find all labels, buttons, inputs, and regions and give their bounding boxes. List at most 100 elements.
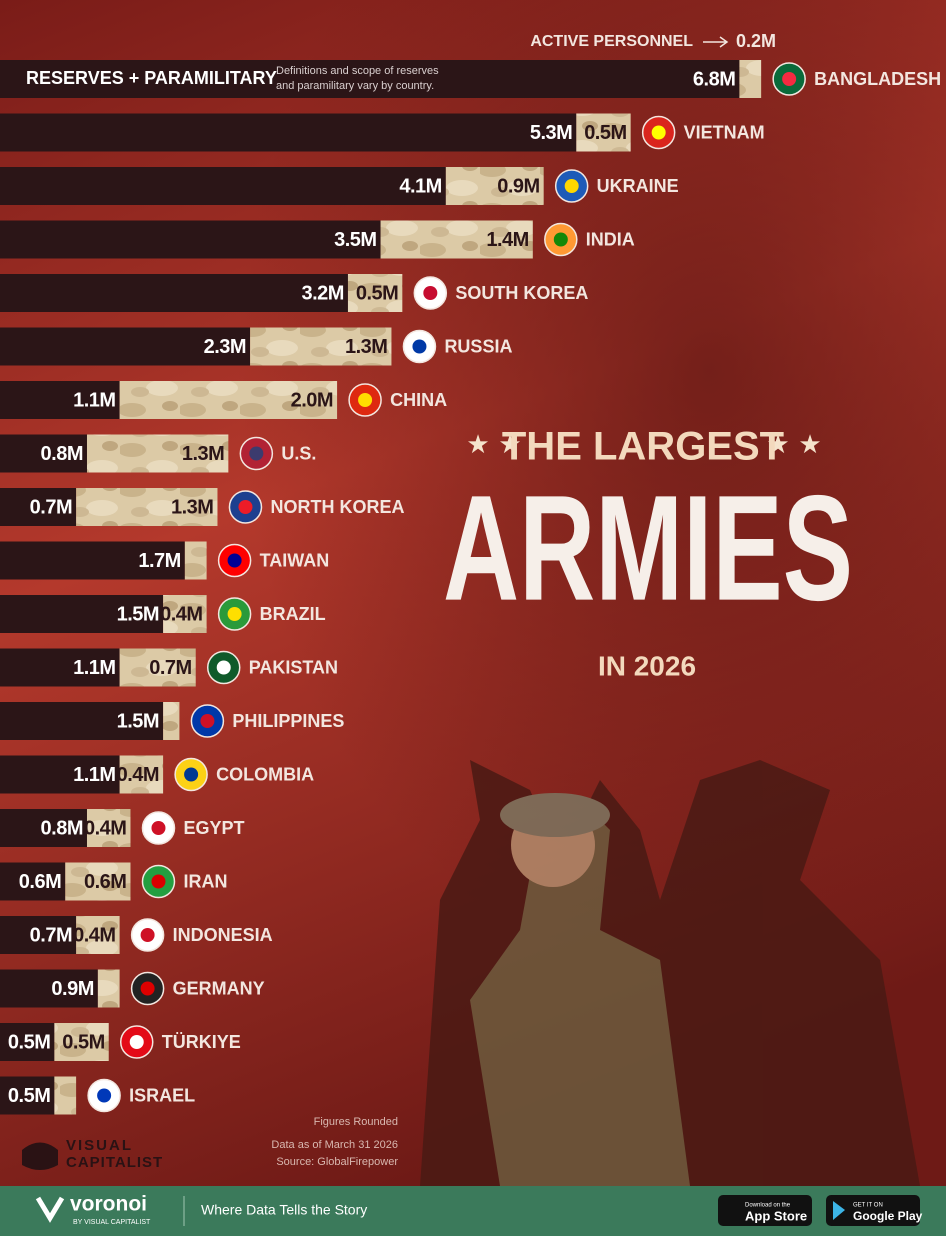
bar-segment (0, 809, 87, 847)
note: Definitions and scope of reserves (276, 65, 439, 77)
bar-segment (119, 648, 196, 687)
svg-text:★: ★ (766, 429, 789, 459)
value-label: 0.4M (73, 924, 115, 946)
bar-segment (250, 327, 392, 366)
bar-segment (97, 969, 120, 1008)
bar-segment (163, 595, 207, 633)
bar-segment (0, 381, 120, 419)
flag-emblem (151, 874, 166, 889)
bar-segment (0, 969, 98, 1008)
country-label: ISRAEL (129, 1085, 195, 1105)
flag-emblem (358, 393, 373, 407)
country-label: BRAZIL (260, 604, 326, 624)
footnote: Source: GlobalFirepower (276, 1156, 398, 1168)
google-play-icon (833, 1201, 845, 1220)
flag-emblem (151, 821, 166, 835)
country-label: PHILIPPINES (232, 711, 344, 731)
flag-emblem (412, 339, 427, 354)
bar-segment (65, 862, 131, 901)
flag-emblem (129, 1035, 144, 1049)
country-label: VIETNAM (684, 122, 765, 142)
country-label: INDIA (586, 229, 635, 249)
bar-segment (0, 595, 164, 633)
country-label: TÜRKIYE (162, 1032, 241, 1052)
country-label: NORTH KOREA (270, 497, 404, 517)
bar-segment (54, 1023, 109, 1061)
flag-emblem (140, 981, 155, 996)
value-label: 0.8M (41, 443, 83, 465)
value-label: 0.6M (19, 871, 61, 893)
title-main: ARMIES (443, 464, 853, 632)
app-store-button[interactable] (718, 1195, 812, 1226)
flag-emblem (97, 1088, 112, 1103)
publisher: VISUAL (66, 1137, 133, 1154)
bar-segment (0, 755, 120, 794)
flag-emblem (216, 660, 231, 675)
flag-emblem (238, 500, 253, 514)
legend-arrow (703, 36, 729, 48)
bars: 6.8M BANGLADESH 5.3M 0.5M VIETNAM 4.1M 0.9M UKR… (0, 60, 941, 1115)
bar-segment (0, 1023, 55, 1061)
country-label: UKRAINE (597, 176, 679, 196)
value-label: 0.6M (84, 871, 126, 893)
svg-text:★: ★ (798, 429, 821, 459)
value-label: 1.5M (117, 603, 159, 625)
value-label: 0.8M (41, 817, 83, 839)
flag-emblem (227, 607, 242, 621)
value-label: 2.3M (204, 336, 246, 358)
value-label: 1.1M (73, 657, 115, 679)
bar-segment (0, 167, 446, 205)
country-label: INDONESIA (173, 925, 273, 945)
flag-emblem (651, 125, 666, 140)
value-label: 1.5M (117, 710, 159, 732)
app-store-label: App Store (745, 1208, 807, 1223)
value-label: 0.9M (51, 978, 93, 1000)
value-label: 5.3M (530, 122, 572, 144)
google-play-small: GET IT ON (853, 1203, 883, 1209)
value-label: 1.3M (345, 336, 387, 358)
bar-segment (0, 916, 77, 954)
soldiers (420, 760, 920, 1186)
country-label: COLOMBIA (216, 764, 314, 784)
bar-segment (86, 809, 131, 847)
country-label: PAKISTAN (249, 657, 338, 677)
country-label: CHINA (390, 390, 447, 410)
legend-active-value: 0.2M (736, 31, 776, 51)
value-label: 2.0M (291, 389, 333, 411)
title-line: THE LARGEST (502, 425, 784, 469)
flag-emblem (782, 72, 797, 86)
bar-segment (54, 1076, 77, 1115)
voronoi-by: BY VISUAL CAPITALIST (73, 1219, 151, 1226)
flag-emblem (553, 232, 568, 247)
country-label: EGYPT (183, 818, 244, 838)
country-label: BANGLADESH (814, 69, 941, 89)
value-label: 4.1M (399, 175, 441, 197)
voronoi-icon (35, 1196, 65, 1223)
app-store-small: Download on the (745, 1203, 791, 1209)
value-label: 0.4M (84, 817, 126, 839)
tagline: Where Data Tells the Story (201, 1202, 367, 1218)
publisher: CAPITALIST (66, 1154, 163, 1171)
country-label: IRAN (183, 871, 227, 891)
bar-segment (380, 220, 533, 259)
flag-emblem (227, 553, 242, 568)
legend-reserves: RESERVES + PARAMILITARY (26, 68, 277, 88)
bar-segment (0, 60, 740, 98)
value-label: 0.5M (8, 1085, 50, 1107)
legend-active: ACTIVE PERSONNEL (530, 33, 693, 50)
bar-segment (445, 167, 544, 205)
value-label: 0.4M (117, 764, 159, 786)
bar-segment (0, 488, 77, 526)
value-label: 1.1M (73, 389, 115, 411)
value-label: 0.4M (160, 603, 202, 625)
bar-segment (347, 274, 403, 312)
value-label: 0.7M (30, 496, 72, 518)
bar-segment (576, 113, 631, 152)
bar-segment (0, 327, 251, 366)
google-play-button[interactable] (826, 1195, 920, 1226)
svg-text:★: ★ (498, 429, 521, 459)
value-label: 6.8M (693, 68, 735, 90)
value-label: 0.5M (62, 1031, 104, 1053)
value-label: 0.5M (356, 282, 398, 304)
